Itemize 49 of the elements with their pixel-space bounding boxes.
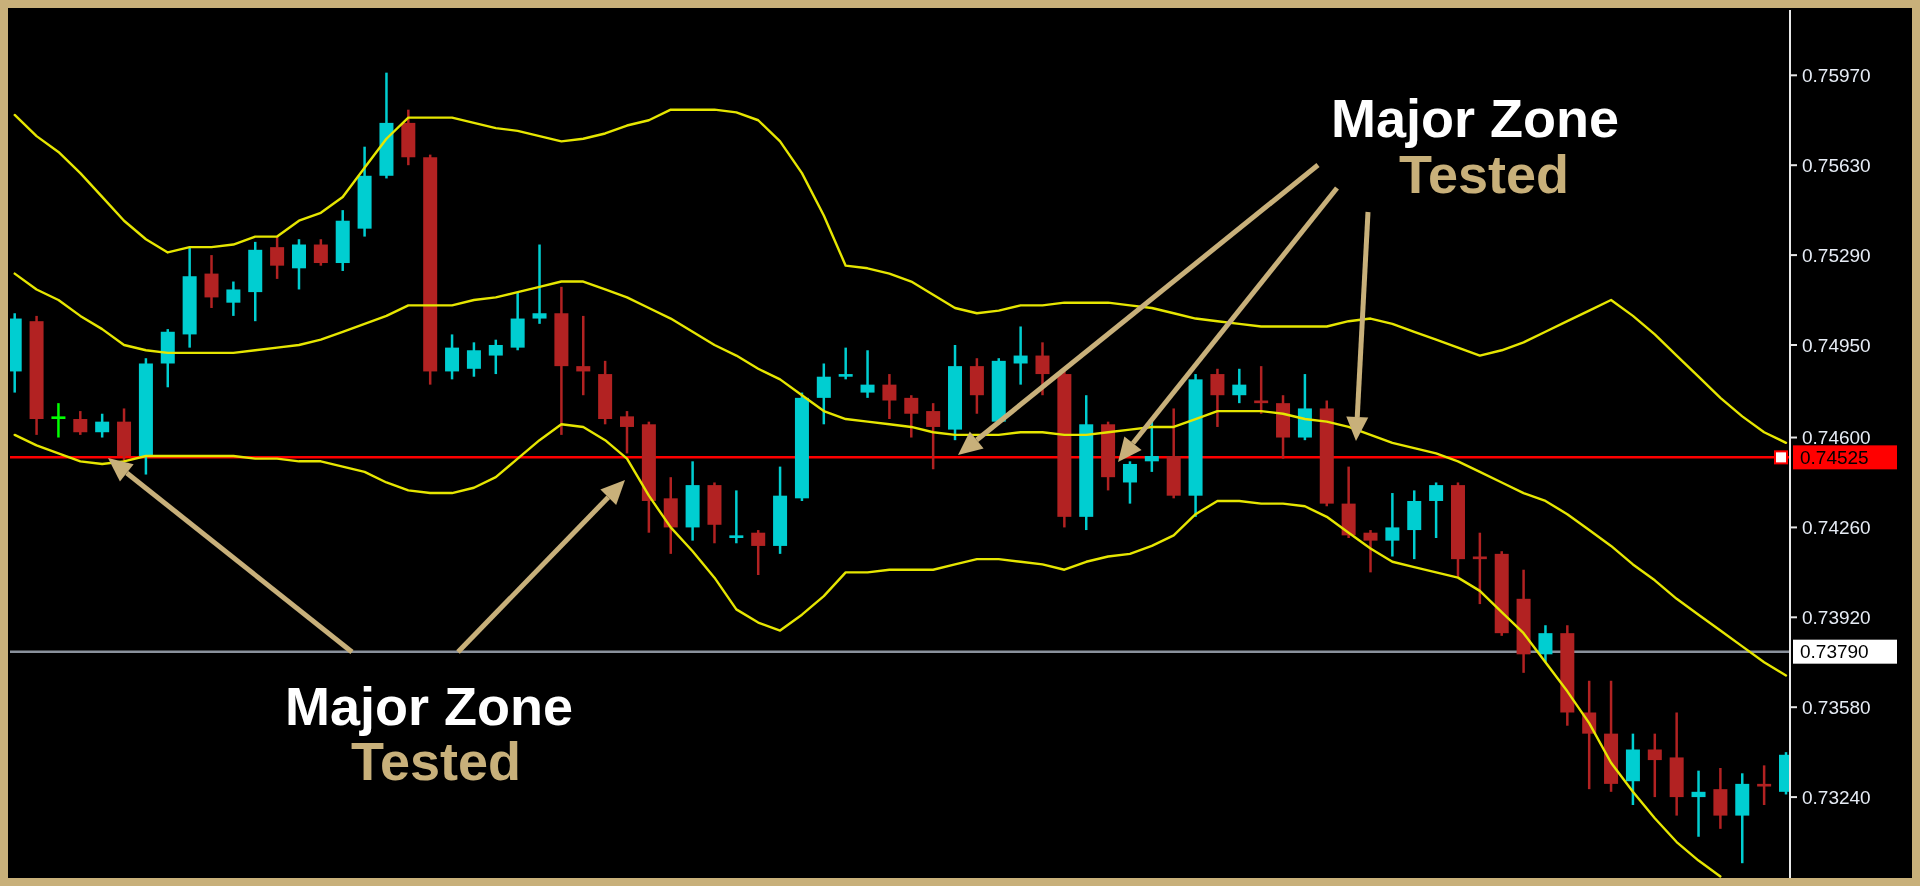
candlestick (1232, 367, 1247, 405)
candlestick (1472, 531, 1487, 606)
candlestick (1757, 764, 1772, 807)
candlestick (838, 346, 853, 381)
candlestick (532, 243, 547, 326)
ref-line-label: 0.74525 (1800, 447, 1869, 468)
line-series (13, 423, 1722, 878)
candlestick (620, 409, 634, 455)
y-tick-label: 0.74260 (1802, 517, 1871, 539)
candlestick (226, 280, 241, 318)
candlestick (488, 338, 503, 376)
candlestick (1429, 481, 1444, 540)
y-tick-label: 0.74600 (1802, 427, 1871, 449)
candlestick (882, 372, 897, 421)
candlestick (270, 235, 285, 281)
y-tick-label: 0.73920 (1802, 606, 1871, 628)
candlestick (1647, 732, 1662, 799)
candlestick (51, 401, 66, 439)
candlestick (466, 341, 481, 378)
y-tick-label: 0.74950 (1802, 334, 1871, 356)
annotation: Major Zone (1330, 88, 1620, 148)
line-series (13, 272, 1788, 677)
candlestick (816, 362, 831, 426)
candlestick (1363, 528, 1378, 574)
y-tick-label: 0.75290 (1802, 244, 1871, 266)
candlestick (1538, 623, 1553, 664)
candlestick (445, 333, 460, 381)
candlestick (576, 314, 591, 397)
y-tick-label: 0.73240 (1802, 786, 1871, 808)
candlestick (1210, 367, 1225, 429)
candlestick (204, 253, 219, 310)
y-tick-label: 0.75970 (1802, 64, 1871, 86)
candlestick (926, 401, 941, 471)
candlestick (729, 489, 744, 545)
candlestick (1144, 420, 1159, 474)
candlestick (95, 412, 110, 439)
y-tick-label: 0.75630 (1802, 154, 1871, 176)
candlestick (1035, 341, 1050, 397)
candlestick (1691, 769, 1706, 838)
candlestick (73, 409, 88, 437)
ref-line-label: 0.73790 (1800, 641, 1869, 663)
candlestick (1385, 491, 1400, 558)
y-tick-label: 0.73580 (1802, 696, 1871, 718)
candlestick (860, 349, 875, 400)
candlestick (291, 237, 306, 291)
candlestick (751, 528, 766, 577)
candlestick (1122, 460, 1137, 505)
candlestick (904, 393, 919, 439)
candlestick (313, 237, 328, 267)
